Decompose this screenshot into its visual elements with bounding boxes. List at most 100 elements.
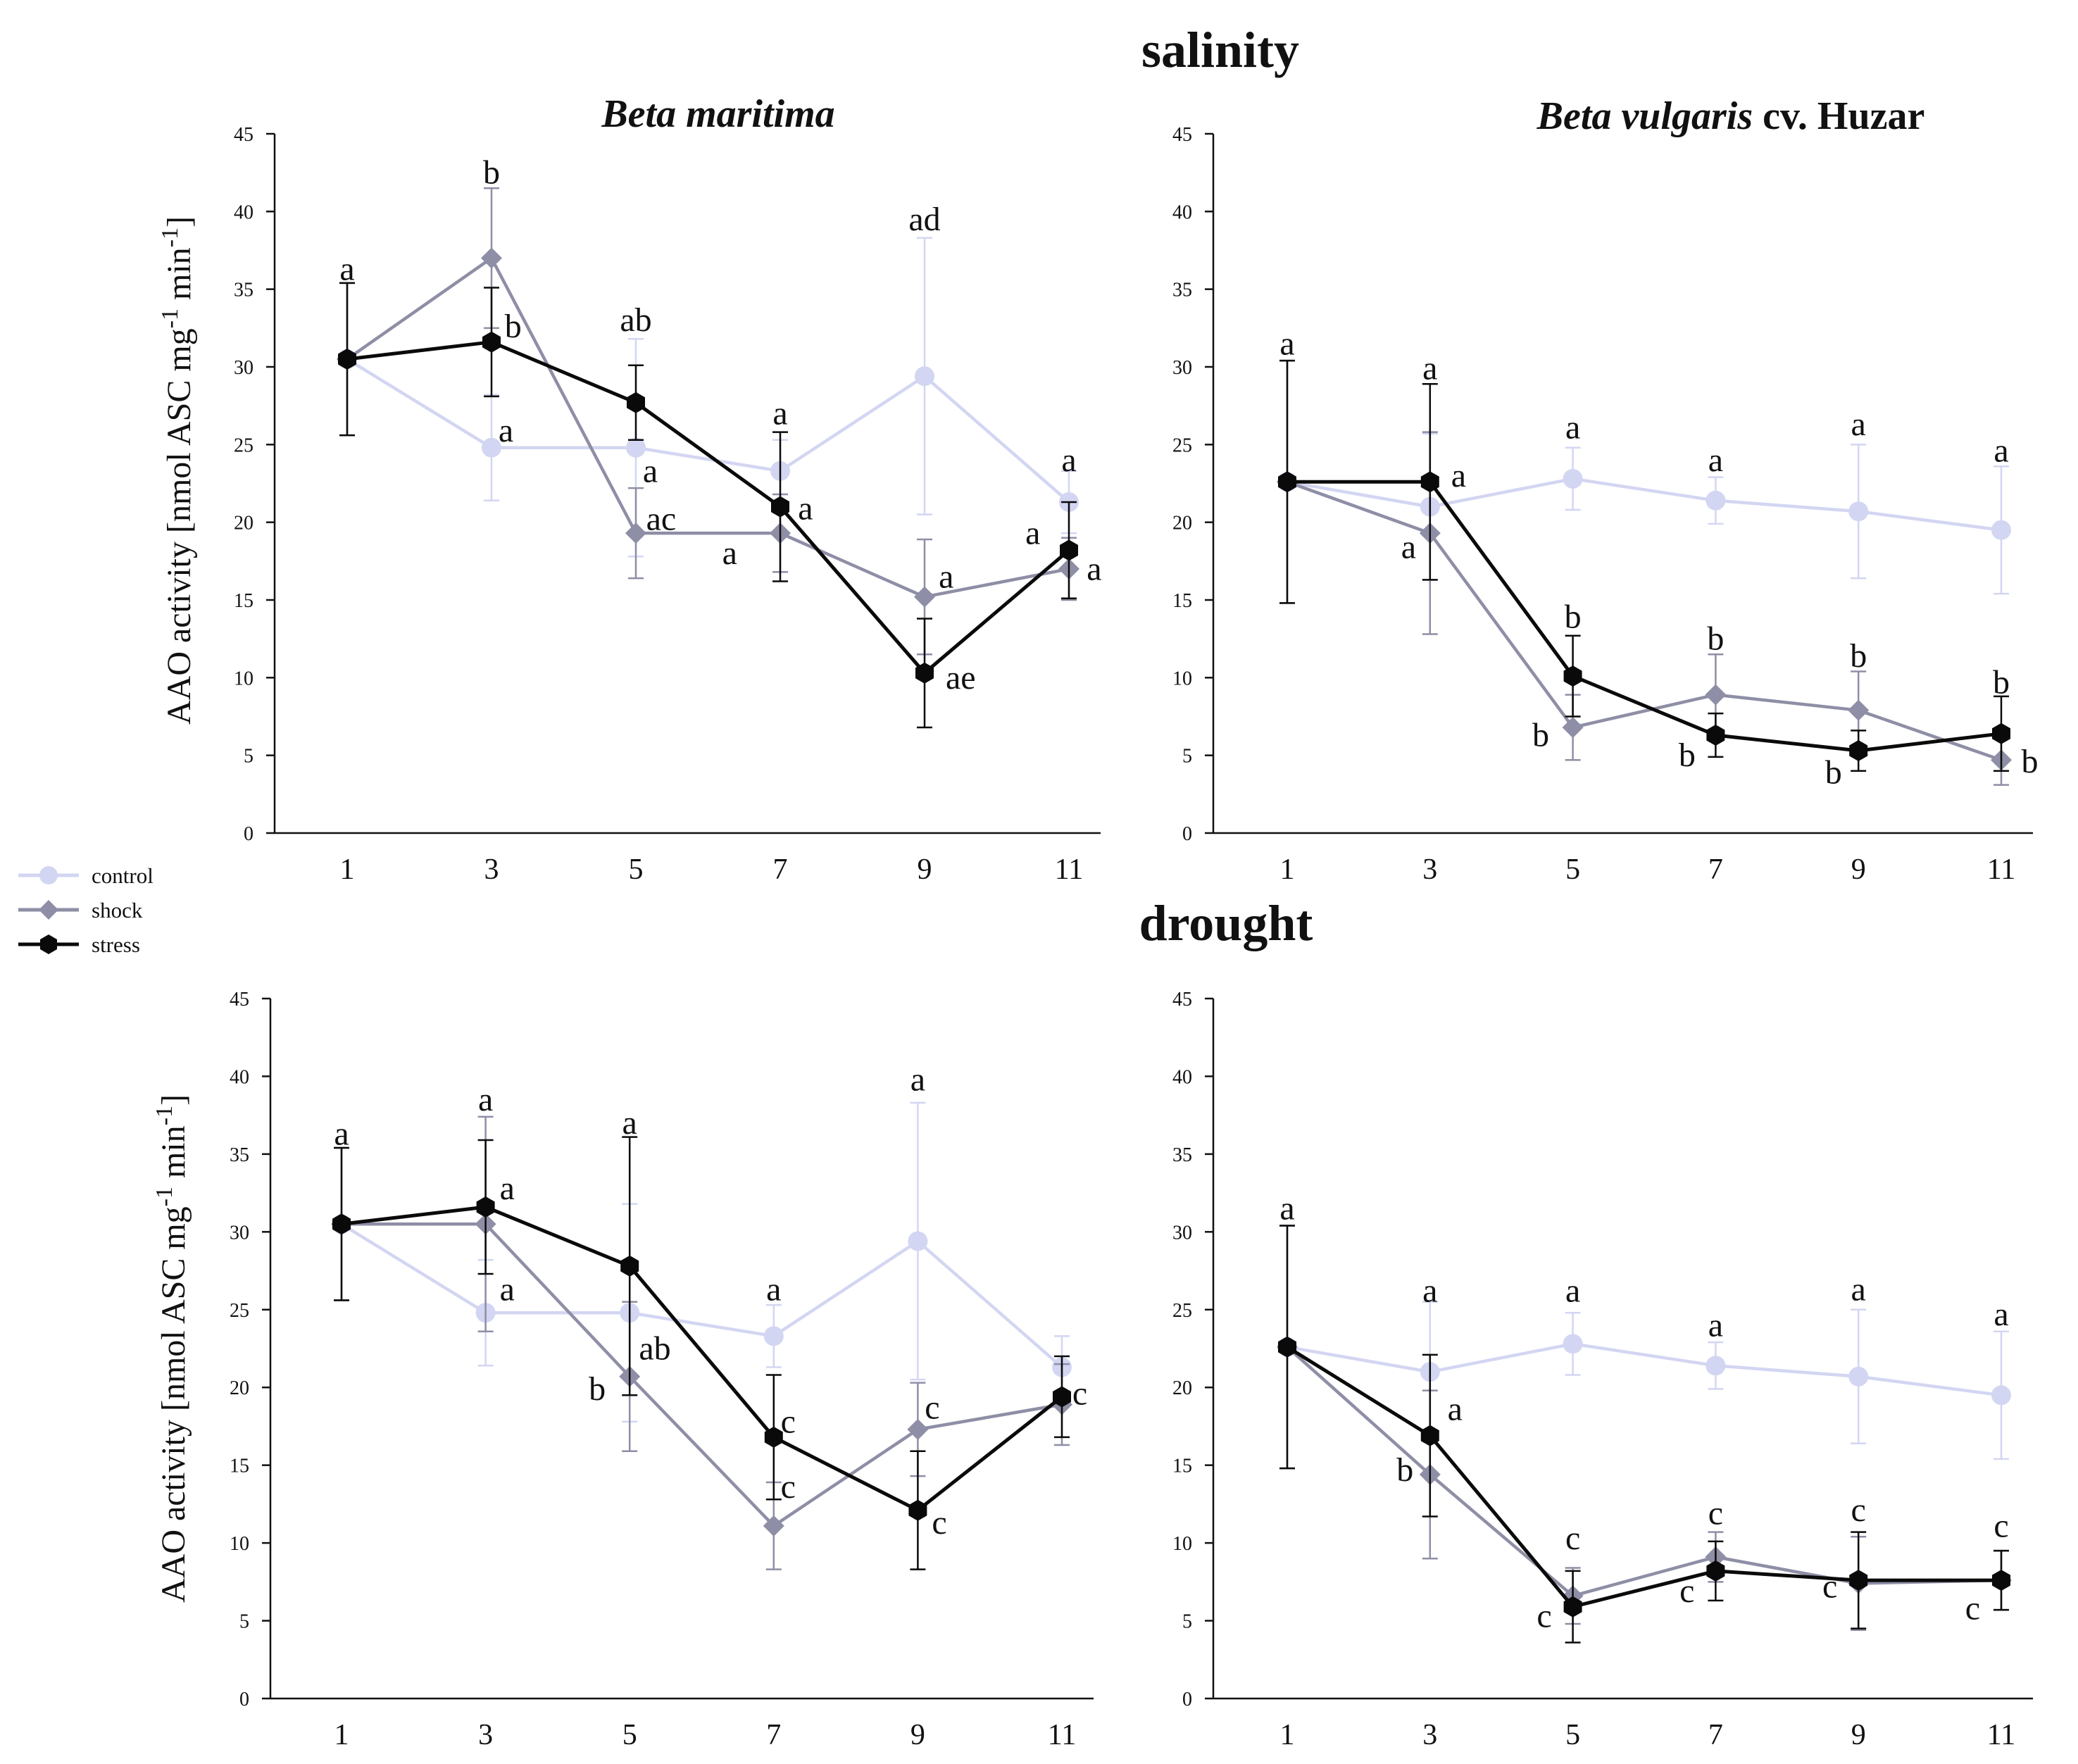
y-tick-label: 40 [1172, 201, 1192, 223]
stress-point [627, 392, 645, 413]
legend: control shock stress [18, 863, 154, 957]
x-tick-label: 1 [1280, 853, 1295, 886]
stress-point [1060, 539, 1078, 561]
y-axis-label-exponent: -1 [157, 227, 183, 247]
y-axis-label-exponent: -1 [151, 1106, 177, 1125]
stress-point [1278, 471, 1296, 493]
y-tick-label: 10 [230, 1533, 249, 1555]
y-tick-label: 30 [234, 357, 254, 379]
stress-point [1706, 1560, 1725, 1582]
stress-line [341, 1205, 1063, 1513]
significance-letter: a [939, 558, 953, 595]
shock-point [914, 586, 935, 608]
series-stress [332, 1136, 1071, 1570]
significance-letter: a [1565, 1272, 1580, 1310]
legend-stress-label: stress [92, 932, 140, 957]
control-point [908, 1231, 928, 1251]
stress-point [1706, 725, 1725, 746]
y-tick-label: 20 [234, 513, 254, 534]
significance-letter: a [643, 452, 658, 489]
significance-letter: a [1422, 1272, 1437, 1310]
y-axis-label-salinity: AAO activity [nmol ASC mg-1 min-1] [157, 216, 198, 725]
stress-point [620, 1255, 639, 1277]
significance-letter: b [589, 1370, 606, 1408]
y-tick-label: 5 [1182, 746, 1192, 768]
y-tick-label: 25 [234, 434, 254, 456]
significance-letter: b [483, 154, 500, 192]
stress-point [1992, 723, 2010, 744]
y-axis-label-part: min [155, 1125, 192, 1187]
y-tick-label: 40 [234, 201, 254, 223]
x-tick-label: 5 [1565, 1719, 1580, 1751]
significance-letter: ae [946, 659, 976, 696]
y-tick-label: 45 [1172, 989, 1192, 1011]
significance-letter: c [1565, 1520, 1580, 1557]
legend-shock-label: shock [92, 898, 143, 922]
significance-letter: a [722, 534, 737, 572]
y-tick-label: 35 [234, 280, 254, 301]
significance-letter: ab [639, 1330, 670, 1367]
control-point [1991, 1385, 2011, 1406]
y-tick-label: 20 [1172, 1377, 1192, 1399]
y-tick-label: 35 [1172, 1144, 1192, 1166]
x-tick-label: 1 [340, 853, 355, 886]
x-tick-label: 9 [910, 1719, 925, 1751]
legend-stress-marker [40, 934, 57, 954]
shock-point [907, 1418, 929, 1440]
stress-point [338, 349, 356, 370]
significance-letter: a [1851, 1271, 1866, 1308]
stress-line [346, 340, 1070, 675]
stress-point [1849, 740, 1868, 761]
y-tick-label: 25 [1172, 1300, 1192, 1322]
control-point [1563, 468, 1583, 489]
significance-letter: ac [646, 501, 677, 538]
y-tick-label: 40 [1172, 1066, 1192, 1088]
stress-point [915, 662, 934, 684]
legend-control-label: control [92, 863, 154, 888]
stress-point [771, 496, 789, 518]
shock-point [1562, 716, 1584, 738]
stress-point [908, 1499, 927, 1521]
significance-letter: c [1536, 1597, 1551, 1634]
stress-point [764, 1426, 783, 1448]
significance-letter: a [772, 395, 787, 432]
y-tick-label: 15 [1172, 1456, 1192, 1477]
y-axis-label-part: ] [155, 1094, 192, 1106]
y-tick-label: 45 [234, 124, 254, 146]
significance-letter: b [1993, 663, 2010, 701]
stress-line [1286, 1345, 2001, 1609]
significance-letter: b [2022, 743, 2039, 780]
stress-point [1420, 471, 1439, 493]
significance-letter: c [781, 1468, 796, 1506]
significance-letter: c [1993, 1507, 2008, 1544]
series-stress [1278, 1225, 2010, 1644]
shock-point [481, 247, 502, 269]
significance-letter: a [1993, 1296, 2008, 1333]
y-axis-label-part: min [161, 247, 198, 308]
significance-letter: a [1025, 515, 1040, 552]
significance-letter: a [1279, 325, 1294, 362]
significance-letter: c [1679, 1572, 1694, 1610]
significance-letter: a [1708, 442, 1723, 479]
significance-letter: a [500, 1271, 515, 1308]
y-tick-label: 5 [239, 1611, 249, 1633]
x-tick-label: 5 [629, 853, 644, 886]
x-tick-label: 11 [1048, 1719, 1076, 1751]
shock-line [1286, 1346, 2002, 1598]
y-axis-label-drought: AAO activity [nmol ASC mg-1 min-1] [151, 1094, 192, 1603]
y-tick-label: 20 [1172, 513, 1192, 534]
significance-letter: b [1825, 753, 1842, 791]
y-axis-label-exponent: -1 [157, 308, 183, 328]
control-point [1705, 490, 1726, 511]
y-tick-label: 15 [230, 1456, 249, 1477]
y-tick-label: 30 [1172, 357, 1192, 379]
significance-letter: b [1396, 1451, 1413, 1489]
significance-letter: b [1565, 599, 1582, 636]
legend-shock-marker [39, 900, 58, 920]
significance-letter: b [1679, 737, 1696, 774]
y-tick-label: 40 [230, 1066, 249, 1088]
